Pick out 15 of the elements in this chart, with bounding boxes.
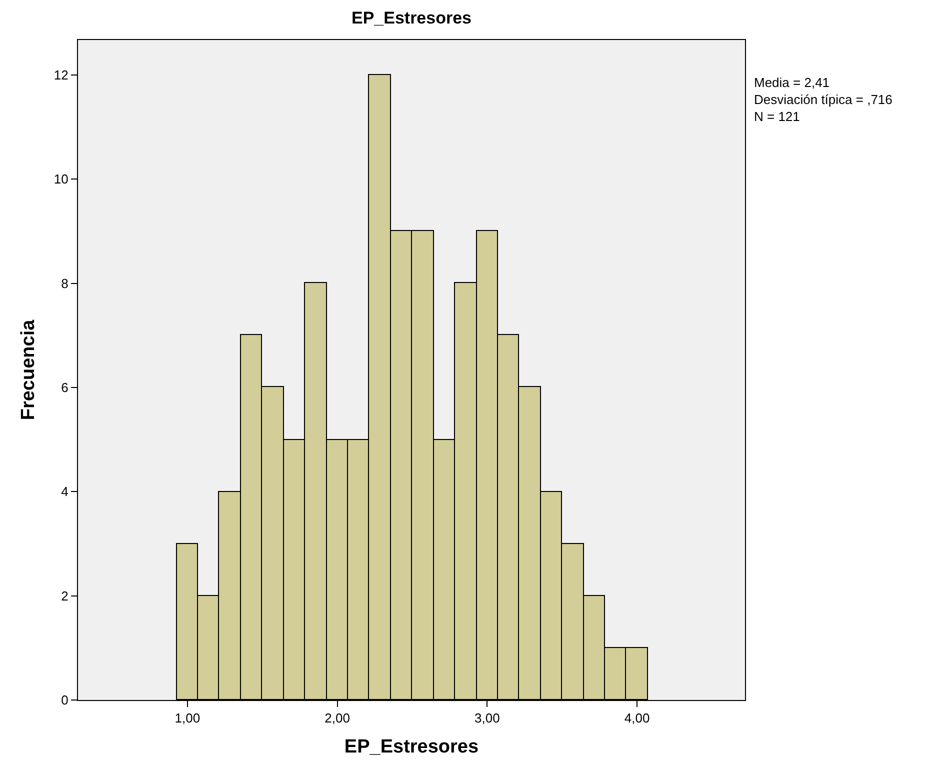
y-tick-label: 0 bbox=[61, 692, 68, 708]
y-tick-label: 10 bbox=[54, 172, 68, 187]
y-tick-label: 4 bbox=[61, 484, 68, 500]
x-axis-title: EP_Estresores bbox=[344, 736, 479, 758]
x-tick-label: 2,00 bbox=[324, 710, 350, 726]
text: Media = 2,41 Desviación típica = ,716 N = 121 bbox=[754, 75, 892, 124]
y-axis-title: Frecuencia bbox=[18, 319, 39, 420]
y-tick-label: 8 bbox=[61, 276, 68, 291]
x-tick-label: 3,00 bbox=[474, 710, 500, 726]
y-tick-label: 6 bbox=[61, 380, 68, 395]
x-tick-label: 4,00 bbox=[624, 710, 650, 726]
y-tick-label: 2 bbox=[61, 588, 68, 604]
y-tick-label: 12 bbox=[54, 67, 68, 82]
chart-title: EP_Estresores bbox=[351, 8, 472, 28]
x-tick-label: 1,00 bbox=[174, 710, 200, 726]
